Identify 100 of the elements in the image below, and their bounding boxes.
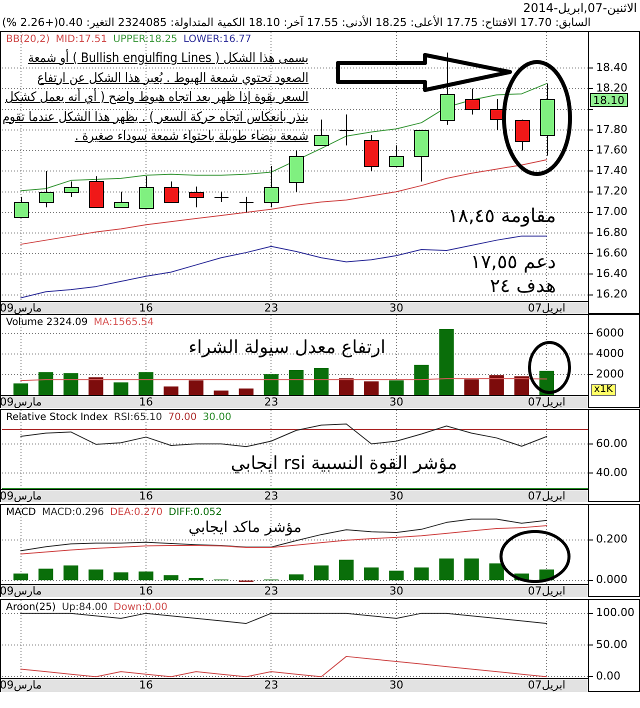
bar xyxy=(264,374,279,395)
x-tick-label: 16 xyxy=(138,584,153,598)
bar xyxy=(314,565,329,580)
y-axis-title: x1K xyxy=(591,384,616,396)
bar xyxy=(164,386,178,395)
chart-title: MACD xyxy=(6,507,36,518)
y-tick-label: 16.40 xyxy=(596,267,628,280)
x-tick-label: 30 xyxy=(389,489,404,502)
bar xyxy=(389,380,404,395)
candlestick xyxy=(214,191,229,203)
y-tick-label: 100.00 xyxy=(596,606,634,620)
bar xyxy=(414,567,429,580)
candlestick xyxy=(189,186,204,208)
x-tick-label: 23 xyxy=(264,584,278,598)
bar xyxy=(38,372,54,395)
bar xyxy=(514,376,529,395)
y-tick-label: 50.00 xyxy=(596,638,628,651)
ref-line-label: 30.00 xyxy=(202,412,232,423)
bar xyxy=(238,388,254,395)
bar xyxy=(389,570,404,580)
x-tick-label: 07ابريل xyxy=(528,678,566,692)
bar xyxy=(339,378,354,395)
y-tick-label: 17.60 xyxy=(596,143,628,156)
text: DIFF:0.052 xyxy=(168,507,222,518)
text: Down:0.00 xyxy=(114,602,168,613)
x-tick-label: 07ابريل xyxy=(528,395,566,408)
chart-title: Aroon(25) xyxy=(6,602,56,613)
candlestick xyxy=(139,176,154,209)
candlestick xyxy=(339,114,354,146)
bar xyxy=(88,377,104,395)
candlestick xyxy=(515,119,530,152)
text: UPPER:18.25 xyxy=(113,34,178,45)
bar xyxy=(489,563,504,580)
x-tick-label: 23 xyxy=(264,489,278,502)
bar xyxy=(164,575,178,580)
series-label: RSI:65.10 xyxy=(114,412,162,423)
text: MID:17.51 xyxy=(56,34,108,45)
candlestick xyxy=(264,165,279,208)
x-tick-label: 07ابريل xyxy=(528,301,566,314)
series-label: Up:84.00 xyxy=(62,602,108,613)
chart-title: الاثنين-07,ابريل-2014 xyxy=(523,1,637,15)
bar xyxy=(439,558,454,580)
chart-subtitle: السابق: 17.70 الافتتاح: 17.75 الأعلى: 18.25 الأدنى: 17.55 آخر: 18.10 الكمية المتداولة: 2324085 التغير: 0.40(+2.26 %) xyxy=(2,16,591,29)
bar xyxy=(464,379,479,395)
bar xyxy=(188,380,204,395)
candlestick xyxy=(389,144,404,167)
x-tick-label: 09مارس xyxy=(0,678,42,692)
x-tick-label: 30 xyxy=(389,395,404,408)
chart-title: Relative Stock Index xyxy=(6,412,108,423)
annotation: هدف ٢٤ xyxy=(490,275,556,298)
y-tick-label: 17.80 xyxy=(596,122,628,136)
bar xyxy=(314,368,329,395)
annotation: دعم ١٧,٥٥ xyxy=(470,251,556,274)
candlestick xyxy=(114,191,129,208)
bar xyxy=(64,565,78,580)
annotation: مقاومة ١٨,٤٥ xyxy=(448,205,556,228)
text: MACD:0.296 xyxy=(42,507,104,518)
y-tick-label: 4000 xyxy=(596,346,624,360)
chart-title: Volume 2324.09 xyxy=(6,317,88,328)
y-tick-label: 17.00 xyxy=(596,205,628,218)
x-tick-label: 16 xyxy=(138,301,153,314)
x-tick-label: 30 xyxy=(389,678,404,692)
x-tick-label: 16 xyxy=(138,678,153,692)
bar xyxy=(13,574,28,580)
bar xyxy=(414,364,429,395)
bar xyxy=(339,560,354,580)
y-tick-label: 18.40 xyxy=(596,60,628,74)
text: MA:1565.54 xyxy=(94,317,154,328)
candlestick xyxy=(39,170,54,208)
annotation: مؤشر القوة النسبية rsi ايجابي xyxy=(230,453,458,475)
candlestick xyxy=(314,119,329,146)
y-tick-label: 6000 xyxy=(596,326,624,340)
bar xyxy=(364,567,379,580)
y-tick-label: 60.00 xyxy=(596,436,628,450)
candlestick xyxy=(64,180,79,198)
text: LOWER:16.77 xyxy=(183,34,252,45)
x-tick-label: 09مارس xyxy=(0,489,42,502)
bar xyxy=(13,383,28,395)
bar xyxy=(214,390,228,395)
legend-title: BB(20,2) xyxy=(6,34,50,45)
text: DEA:0.270 xyxy=(110,507,163,518)
y-tick-label: 0.000 xyxy=(596,573,628,586)
x-tick-label: 09مارس xyxy=(0,584,42,598)
annotation: ارتفاع معدل سيولة الشراء xyxy=(188,337,386,359)
ref-line-label: 70.00 xyxy=(168,412,197,423)
x-tick-label: 30 xyxy=(389,301,404,314)
bar xyxy=(64,373,78,395)
bar xyxy=(88,569,104,580)
y-tick-label: 16.60 xyxy=(596,246,628,260)
bar xyxy=(114,572,128,580)
bar xyxy=(38,568,54,580)
x-tick-label: 23 xyxy=(264,395,278,408)
y-tick-label: 40.00 xyxy=(596,466,628,479)
bar xyxy=(138,572,154,580)
bar xyxy=(364,381,379,395)
x-tick-label: 16 xyxy=(138,395,153,408)
bar xyxy=(439,329,454,395)
y-tick-label: 2000 xyxy=(596,367,624,380)
bar xyxy=(138,372,154,395)
y-tick-label: 0.200 xyxy=(596,532,628,546)
